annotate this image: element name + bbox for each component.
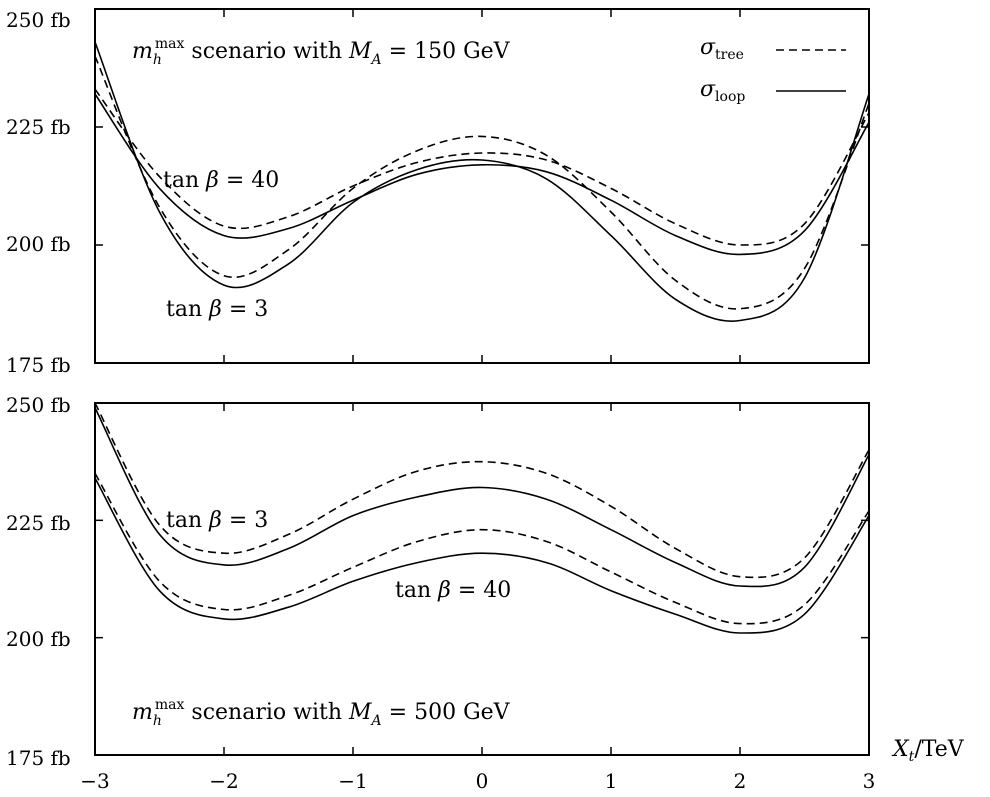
top-curve-tanb-40-loop <box>94 93 870 256</box>
bottom-y-tick-label-175: 175 fb <box>6 746 71 770</box>
top-curve-tanb-3-tree <box>94 55 870 310</box>
top-y-tick-label-200: 200 fb <box>6 232 71 256</box>
top-curve-tanb-40-tree <box>94 88 870 246</box>
x-tick-label-0: 0 <box>476 769 489 793</box>
legend-tree-label: σtree <box>700 35 744 63</box>
bottom-y-tick-label-200: 200 fb <box>6 627 71 651</box>
bottom-curve-tanb-3-loop <box>94 407 870 588</box>
bottom-curves <box>94 402 870 634</box>
top-ticks <box>94 8 870 364</box>
bottom-panel: 250 fb 225 fb 200 fb 175 fb −3 −2 −1 0 1… <box>6 393 965 793</box>
top-tanb-3-label: tan β = 3 <box>166 297 268 322</box>
x-tick-label-3: 3 <box>863 769 876 793</box>
x-tick-label-1: 1 <box>605 769 618 793</box>
x-tick-label--2: −2 <box>209 769 238 793</box>
bottom-y-tick-labels: 250 fb 225 fb 200 fb 175 fb <box>6 393 71 770</box>
x-tick-label--3: −3 <box>80 769 109 793</box>
x-tick-label-2: 2 <box>734 769 747 793</box>
top-scenario-annotation: mhmax scenario with MA = 150 GeV <box>132 36 511 68</box>
top-y-tick-label-175: 175 fb <box>6 353 71 377</box>
x-axis-label: Xt/TeV <box>891 737 965 765</box>
bottom-scenario-annotation: mhmax scenario with MA = 500 GeV <box>132 697 511 729</box>
top-tanb-40-label: tan β = 40 <box>163 168 279 193</box>
bottom-curve-tanb-40-loop <box>94 477 870 634</box>
bottom-tanb-3-label: tan β = 3 <box>166 508 268 533</box>
bottom-ticks <box>94 402 870 756</box>
x-tick-labels: −3 −2 −1 0 1 2 3 <box>80 769 875 793</box>
top-curve-tanb-3-loop <box>94 41 870 322</box>
bottom-y-tick-label-250: 250 fb <box>6 393 71 417</box>
top-panel: 250 fb 225 fb 200 fb 175 fb mhmax scenar… <box>6 8 870 377</box>
top-curves <box>94 41 870 322</box>
legend-loop-label: σloop <box>700 77 745 105</box>
bottom-curve-tanb-3-tree <box>94 402 870 579</box>
top-y-tick-labels: 250 fb 225 fb 200 fb 175 fb <box>6 8 71 377</box>
top-y-tick-label-225: 225 fb <box>6 115 71 139</box>
legend: σtree σloop <box>700 35 846 105</box>
x-tick-label--1: −1 <box>338 769 367 793</box>
bottom-tanb-40-label: tan β = 40 <box>395 578 511 603</box>
bottom-curve-tanb-40-tree <box>94 472 870 625</box>
bottom-y-tick-label-225: 225 fb <box>6 511 71 535</box>
top-y-tick-label-250: 250 fb <box>6 8 71 32</box>
